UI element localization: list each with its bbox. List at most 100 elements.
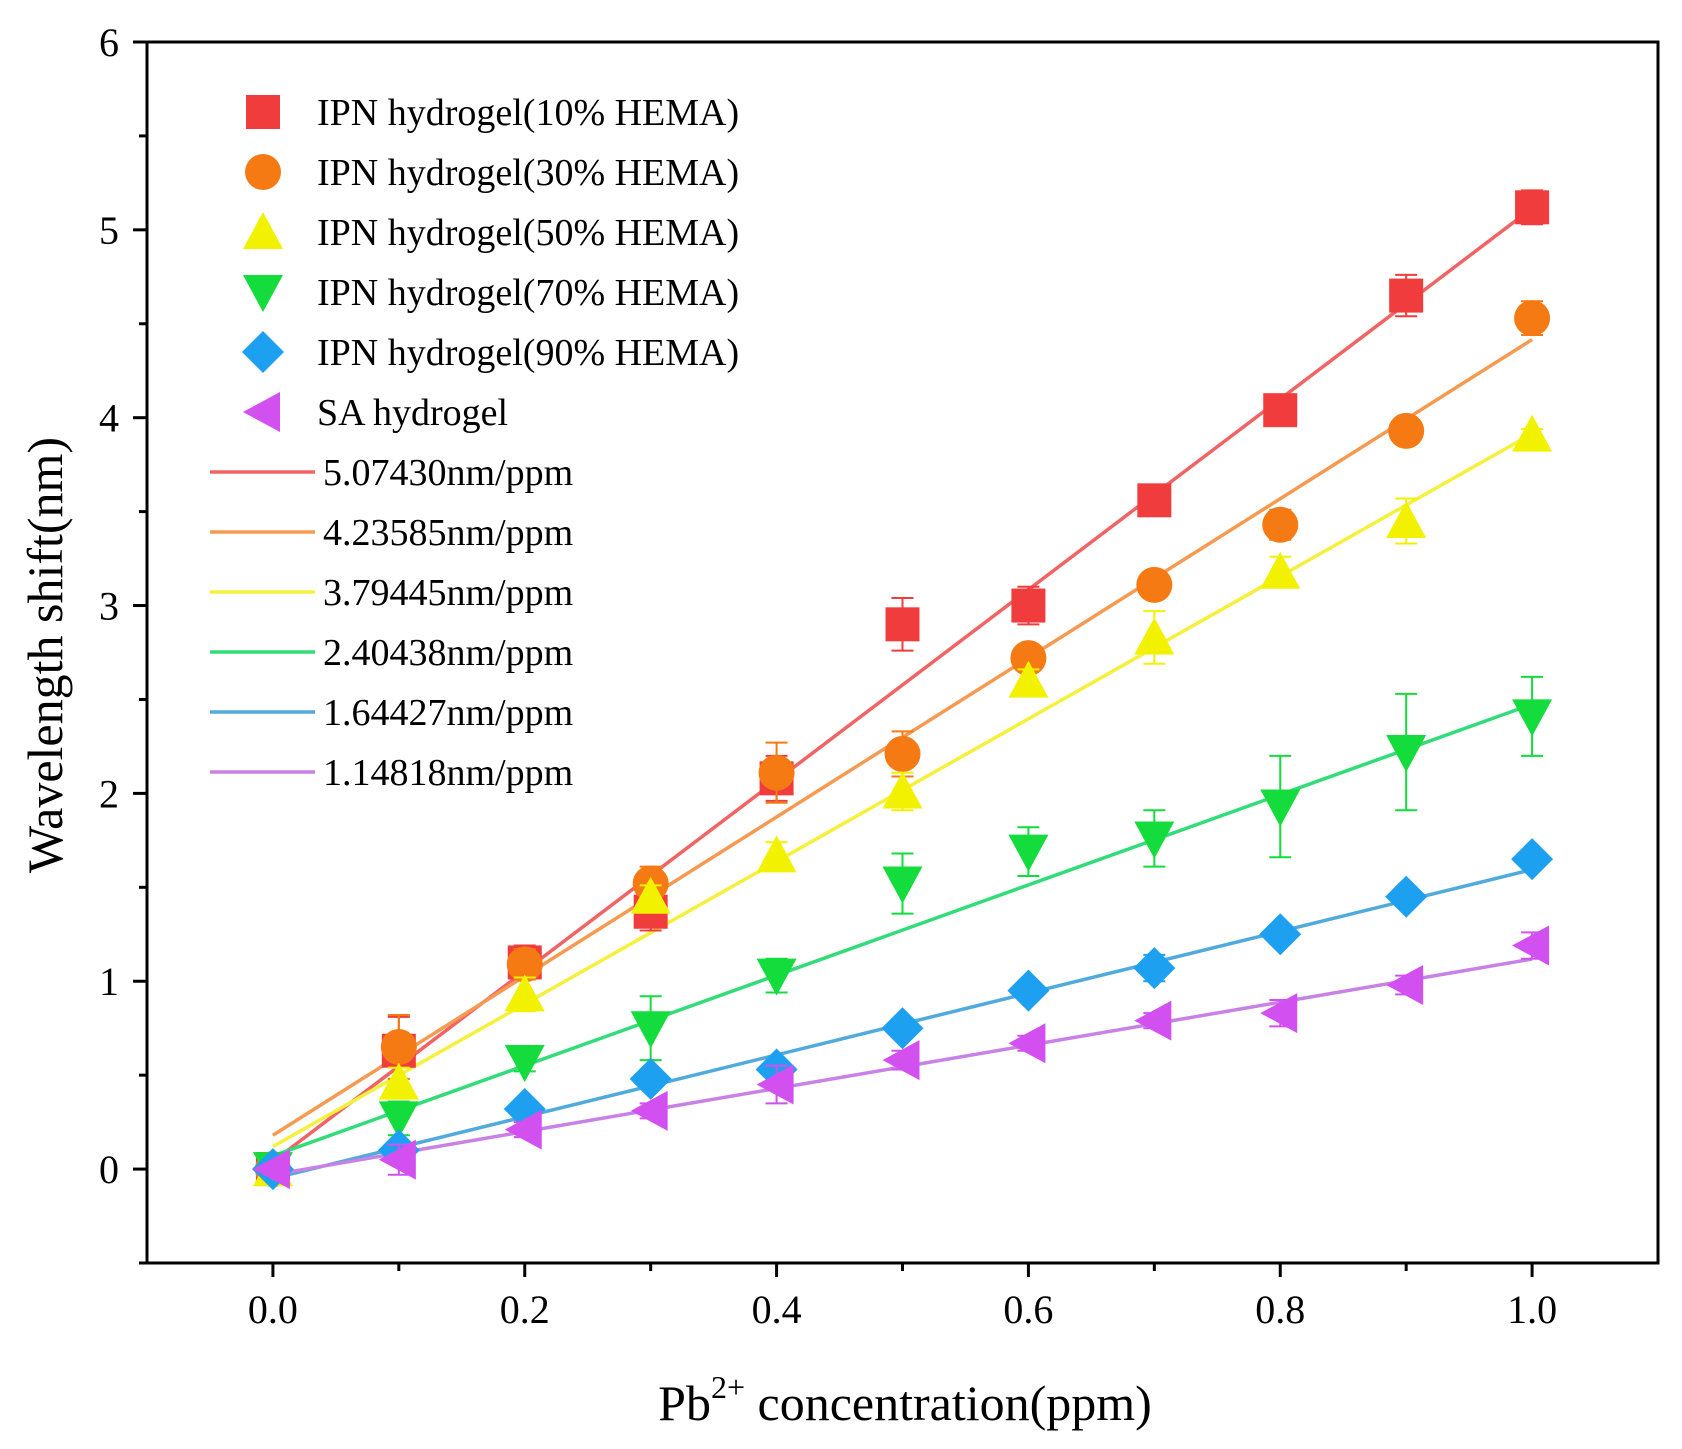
data-point — [1010, 640, 1047, 677]
data-point — [1386, 501, 1427, 539]
y-tick-label: 5 — [99, 208, 119, 253]
data-point — [629, 1057, 672, 1100]
y-tick-label: 6 — [99, 20, 119, 65]
data-point — [885, 607, 920, 642]
data-point — [1008, 834, 1049, 872]
data-point — [630, 1011, 671, 1049]
data-point — [884, 735, 921, 772]
data-point — [756, 958, 797, 996]
data-point — [1385, 875, 1428, 918]
data-point — [380, 1028, 417, 1065]
data-point — [252, 1149, 290, 1190]
legend-label: 5.07430nm/ppm — [323, 452, 573, 494]
plot-area — [251, 189, 1554, 1191]
legend-item: 2.40438nm/ppm — [210, 632, 573, 674]
legend-marker — [245, 154, 281, 190]
y-tick-label: 2 — [99, 771, 119, 816]
x-tick-label: 0.8 — [1255, 1287, 1305, 1332]
legend-label: IPN hydrogel(90% HEMA) — [317, 332, 739, 374]
data-point — [1136, 566, 1173, 603]
legend-item: SA hydrogel — [243, 392, 508, 434]
series-3 — [252, 414, 1553, 1187]
axes: 0.0 0.2 0.4 0.6 0.8 1.0 0 1 2 3 4 5 6 — [99, 20, 1660, 1332]
data-point — [1386, 735, 1427, 773]
legend-item: 5.07430nm/ppm — [210, 452, 573, 494]
legend-item: 1.64427nm/ppm — [210, 692, 573, 734]
data-point — [1134, 821, 1175, 859]
data-point — [882, 1040, 920, 1081]
legend-label: IPN hydrogel(70% HEMA) — [317, 272, 739, 314]
legend-marker — [246, 95, 280, 129]
data-point — [1008, 660, 1049, 698]
data-point — [1512, 414, 1553, 452]
data-point — [1512, 925, 1550, 966]
legend-label: 3.79445nm/ppm — [323, 572, 573, 614]
legend-label: IPN hydrogel(10% HEMA) — [317, 92, 739, 134]
data-point — [1262, 506, 1299, 543]
data-point — [756, 1064, 794, 1105]
legend-item: 4.23585nm/ppm — [210, 512, 573, 554]
y-tick-label: 1 — [99, 959, 119, 1004]
y-tick-label: 0 — [99, 1147, 119, 1192]
data-point — [630, 876, 671, 914]
data-point — [881, 1007, 924, 1050]
fit-line-4 — [272, 702, 1533, 1158]
data-point — [1133, 947, 1176, 990]
data-point — [1263, 393, 1298, 428]
data-point — [504, 1109, 542, 1150]
legend-label: 4.23585nm/ppm — [323, 512, 573, 554]
data-point — [1512, 699, 1553, 737]
series-6 — [252, 925, 1550, 1190]
x-axis-title-rest: concentration(ppm) — [745, 1375, 1152, 1431]
legend-item: 1.14818nm/ppm — [210, 752, 573, 794]
legend-item: IPN hydrogel(90% HEMA) — [242, 331, 739, 374]
data-point — [378, 1139, 416, 1180]
data-point — [1260, 789, 1301, 827]
data-point — [504, 974, 545, 1012]
legend-label: SA hydrogel — [317, 392, 508, 434]
y-tick-label: 3 — [99, 584, 119, 629]
x-tick-label: 0.2 — [500, 1287, 550, 1332]
data-point — [1134, 617, 1175, 655]
data-point — [1260, 551, 1301, 589]
x-axis-title-main: Pb — [658, 1375, 711, 1431]
data-point — [1389, 278, 1424, 313]
legend-item: IPN hydrogel(50% HEMA) — [243, 212, 739, 254]
x-tick-label: 0.0 — [248, 1287, 298, 1332]
data-point — [1011, 588, 1046, 623]
data-point — [1515, 190, 1550, 225]
data-point — [1514, 300, 1551, 337]
data-point — [1386, 964, 1424, 1005]
data-point — [882, 866, 923, 904]
data-point — [1388, 412, 1425, 449]
x-tick-label: 0.6 — [1003, 1287, 1053, 1332]
legend-label: 2.40438nm/ppm — [323, 632, 573, 674]
data-point — [506, 946, 543, 983]
data-point — [1260, 993, 1298, 1034]
y-axis-title: Wavelength shift(nm) — [17, 437, 73, 873]
data-point — [756, 835, 797, 873]
legend: IPN hydrogel(10% HEMA) IPN hydrogel(30% H… — [210, 92, 739, 794]
x-tick-label: 0.4 — [752, 1287, 802, 1332]
legend-item: IPN hydrogel(10% HEMA) — [246, 92, 739, 134]
y-tick-label: 4 — [99, 396, 119, 441]
legend-item: IPN hydrogel(30% HEMA) — [245, 152, 739, 194]
data-point — [1134, 1000, 1172, 1041]
legend-label: 1.64427nm/ppm — [323, 692, 573, 734]
data-point — [1007, 969, 1050, 1012]
data-point — [378, 1101, 419, 1139]
legend-marker — [242, 331, 284, 373]
data-point — [630, 1090, 668, 1131]
legend-item: IPN hydrogel(70% HEMA) — [243, 272, 739, 314]
data-point — [1008, 1023, 1046, 1064]
data-point — [758, 754, 795, 791]
data-point — [1511, 838, 1554, 881]
data-point — [882, 771, 923, 809]
data-point — [504, 1045, 545, 1083]
x-tick-label: 1.0 — [1507, 1287, 1557, 1332]
legend-item: 3.79445nm/ppm — [210, 572, 573, 614]
legend-label: 1.14818nm/ppm — [323, 752, 573, 794]
x-axis-title: Pb2+ concentration(ppm) — [658, 1369, 1152, 1431]
data-point — [378, 1062, 419, 1100]
